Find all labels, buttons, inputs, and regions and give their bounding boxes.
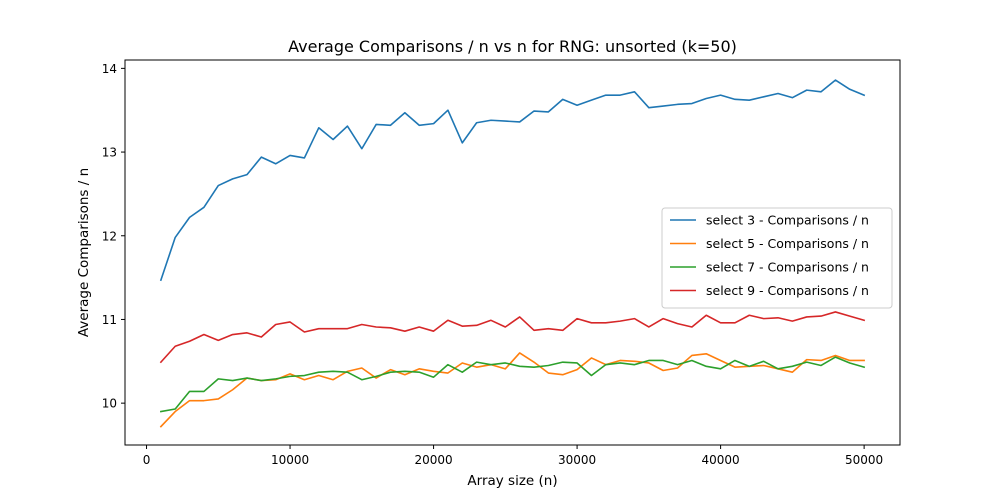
series-line-1 xyxy=(159,79,866,282)
y-tick-label: 14 xyxy=(102,62,117,76)
y-axis-ticks: 10 11 12 13 14 xyxy=(102,62,125,411)
legend: select 3 - Comparisons / n select 5 - Com… xyxy=(661,207,893,309)
x-tick-label: 20000 xyxy=(414,453,452,467)
y-tick-label: 12 xyxy=(102,229,117,243)
y-tick-label: 13 xyxy=(102,146,117,160)
y-tick-label: 10 xyxy=(102,397,117,411)
plot-lines xyxy=(159,79,866,428)
y-axis-label: Average Comparisons / n xyxy=(76,168,92,337)
x-tick-label: 10000 xyxy=(271,453,309,467)
legend-label: select 5 - Comparisons / n xyxy=(706,236,869,251)
series-line-4 xyxy=(159,311,866,364)
x-tick-label: 30000 xyxy=(558,453,596,467)
x-axis-ticks: 0 10000 20000 30000 40000 50000 xyxy=(143,445,883,467)
x-tick-label: 0 xyxy=(143,453,151,467)
y-tick-label: 11 xyxy=(102,313,117,327)
plot-frame xyxy=(124,59,901,446)
x-tick-label: 40000 xyxy=(702,453,740,467)
legend-label: select 3 - Comparisons / n xyxy=(706,213,869,228)
x-tick-label: 50000 xyxy=(845,453,883,467)
chart-title: Average Comparisons / n vs n for RNG: un… xyxy=(288,37,737,56)
legend-box xyxy=(661,207,893,309)
series-line-3 xyxy=(159,356,866,413)
legend-label: select 7 - Comparisons / n xyxy=(706,260,869,275)
legend-label: select 9 - Comparisons / n xyxy=(706,283,869,298)
x-axis-label: Array size (n) xyxy=(467,473,557,489)
